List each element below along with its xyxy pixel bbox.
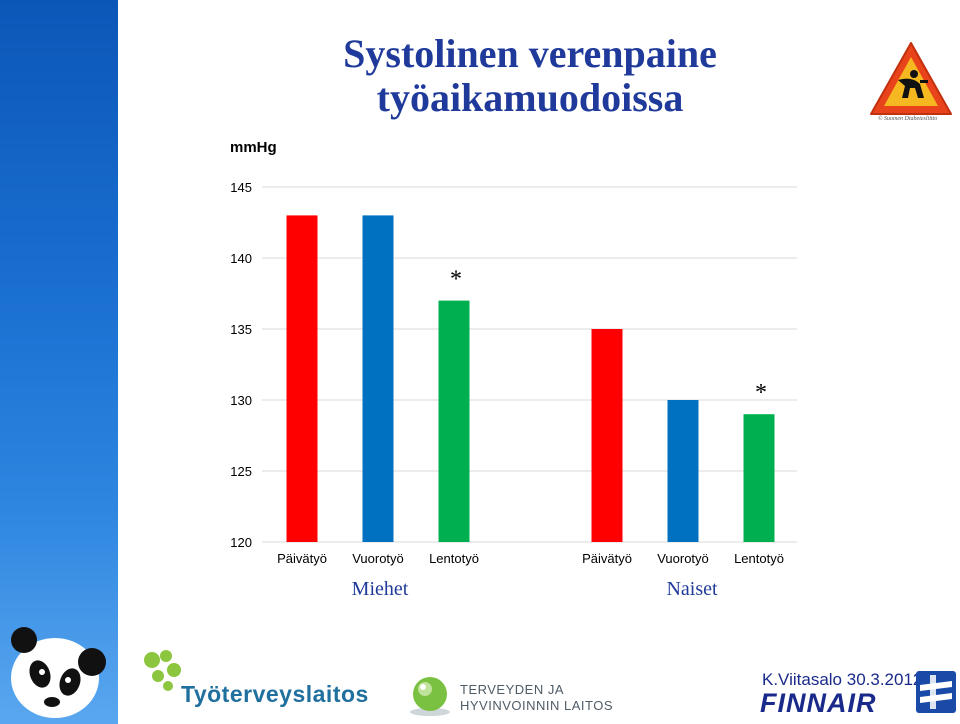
x-tick-label: Lentotyö <box>734 551 784 566</box>
y-tick-label: 130 <box>230 393 252 408</box>
tyoterveyslaitos-logo-icon <box>144 650 181 691</box>
bar <box>667 400 699 542</box>
panda-logo-icon <box>11 627 106 718</box>
significance-marker: * <box>755 380 767 406</box>
title-line-1: Systolinen verenpaine <box>343 31 717 76</box>
y-axis-unit-label: mmHg <box>230 139 277 156</box>
x-tick-label: Lentotyö <box>429 551 479 566</box>
y-tick-label: 135 <box>230 322 252 337</box>
x-tick-label: Vuorotyö <box>657 551 709 566</box>
tyoterveyslaitos-logo-text: Työterveyslaitos <box>181 681 369 707</box>
y-tick-label: 145 <box>230 180 252 195</box>
x-tick-label: Päivätyö <box>582 551 632 566</box>
bar <box>743 414 775 542</box>
page-title: Systolinen verenpaine työaikamuodoissa <box>250 32 810 120</box>
thl-logo-text: TERVEYDEN JA HYVINVOINNIN LAITOS <box>460 682 613 714</box>
warning-sign-icon <box>870 42 952 115</box>
bar <box>591 329 623 542</box>
author-credit: K.Viitasalo 30.3.2012 <box>762 670 923 689</box>
y-tick-label: 140 <box>230 251 252 266</box>
thl-line-2: HYVINVOINNIN LAITOS <box>460 698 614 713</box>
left-blue-band <box>0 0 118 724</box>
thl-logo-icon <box>410 677 450 716</box>
x-tick-label: Päivätyö <box>277 551 327 566</box>
warning-sign-caption: © Suomen Diabetesliitto <box>878 116 938 122</box>
group-label-naiset: Naiset <box>666 578 718 600</box>
y-tick-label: 125 <box>230 464 252 479</box>
thl-line-1: TERVEYDEN JA <box>460 682 565 697</box>
bar <box>286 215 318 542</box>
significance-marker: * <box>450 267 462 293</box>
x-tick-label: Vuorotyö <box>352 551 404 566</box>
title-line-2: työaikamuodoissa <box>376 75 684 120</box>
y-tick-label: 120 <box>230 535 252 550</box>
group-label-miehet: Miehet <box>351 578 409 600</box>
finnair-logo-text: FINNAIR <box>760 688 877 718</box>
bar <box>438 300 470 542</box>
finnair-flag-icon <box>916 671 956 713</box>
bar <box>362 215 394 542</box>
